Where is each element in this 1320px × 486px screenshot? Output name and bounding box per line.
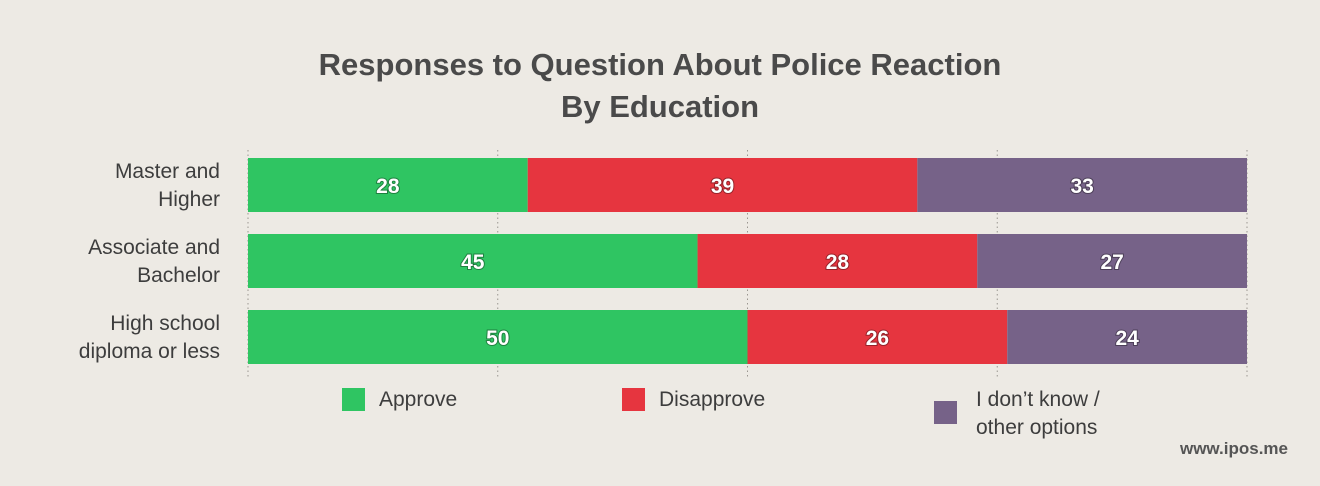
legend-swatch-dont-know [934, 401, 957, 424]
bar-segment [248, 310, 748, 364]
data-label: 28 [376, 175, 400, 198]
data-label: 39 [711, 175, 734, 198]
category-label: Master and Higher [115, 160, 220, 211]
data-label: 50 [486, 327, 509, 350]
category-label: High school diploma or less [79, 312, 220, 363]
bar-segment [747, 310, 1008, 364]
chart-title: Responses to Question About Police React… [0, 44, 1320, 128]
legend-label-dont-know: I don’t know / other options [976, 388, 1100, 439]
bar-segment [697, 234, 978, 288]
legend-swatch-disapprove [622, 388, 645, 411]
chart-title-line-1: Responses to Question About Police React… [318, 47, 1002, 82]
bar-segment [527, 158, 918, 212]
legend-label-approve: Approve [379, 388, 458, 411]
legend-label-disapprove: Disapprove [659, 388, 766, 411]
category-label: Associate and Bachelor [88, 236, 220, 287]
legend-item-approve: Approve [342, 386, 457, 414]
chart-title-line-2: By Education [560, 89, 760, 124]
legend-item-disapprove: Disapprove [622, 386, 765, 414]
watermark: www.ipos.me [1179, 439, 1288, 458]
bar-segment [1007, 310, 1247, 364]
data-label: 33 [1070, 175, 1093, 198]
legend-swatch-approve [342, 388, 365, 411]
data-label: 24 [1115, 327, 1139, 350]
data-label: 27 [1100, 251, 1123, 274]
bar-segment [917, 158, 1247, 212]
bar-segment [248, 234, 698, 288]
data-label: 28 [826, 251, 850, 274]
bar-segment [248, 158, 528, 212]
bar-segment [977, 234, 1247, 288]
legend-item-dont-know: I don’t know / other options [934, 386, 1100, 442]
data-label: 26 [866, 327, 889, 350]
data-label: 45 [461, 251, 485, 274]
